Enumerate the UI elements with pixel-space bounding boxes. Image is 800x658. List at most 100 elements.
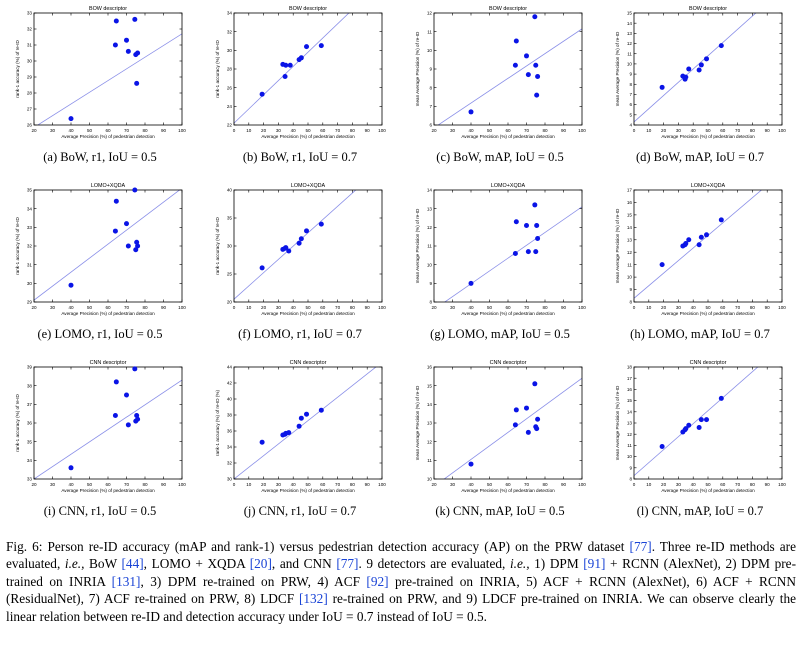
y-tick-label: 9 <box>629 287 632 292</box>
y-tick-label: 36 <box>27 421 33 426</box>
x-tick-label: 100 <box>578 482 586 487</box>
x-tick-label: 70 <box>735 482 741 487</box>
data-point <box>112 413 118 419</box>
y-axis-label: mean Average Precision (%) of re-ID <box>415 385 420 460</box>
x-tick-label: 70 <box>124 128 130 133</box>
subfigure-caption: (l) CNN, mAP, IoU = 0.7 <box>636 504 764 518</box>
y-tick-label: 15 <box>627 11 633 16</box>
y-tick-label: 16 <box>627 387 633 392</box>
data-point <box>524 405 529 411</box>
plot-frame <box>33 366 183 480</box>
citation-link[interactable]: [77] <box>336 556 359 572</box>
x-tick-label: 50 <box>87 128 93 133</box>
x-tick-label: 100 <box>378 482 386 487</box>
citation-link[interactable]: [44] <box>121 556 144 572</box>
x-tick-label: 90 <box>365 305 371 310</box>
chart-title: LOMO+XQDA <box>691 183 726 189</box>
fit-line <box>234 190 357 300</box>
data-point <box>134 80 140 86</box>
x-tick-label: 80 <box>542 482 548 487</box>
data-point <box>686 66 692 72</box>
fit-line <box>437 28 582 125</box>
data-point <box>704 232 710 238</box>
data-point <box>696 242 702 248</box>
y-tick-label: 11 <box>627 443 632 448</box>
y-tick-label: 8 <box>629 477 632 482</box>
data-point <box>304 44 310 50</box>
subfigure-caption: (h) LOMO, mAP, IoU = 0.7 <box>630 327 770 341</box>
x-tick-label: 30 <box>50 482 56 487</box>
caption-text: , and CNN <box>271 556 337 572</box>
data-point <box>68 282 74 288</box>
y-axis-label: rank-1 accuracy (%) of re-ID <box>15 39 20 97</box>
y-tick-label: 33 <box>27 225 33 230</box>
plot-frame <box>33 12 183 126</box>
y-axis-label: mean Average Precision (%) of re-ID <box>415 31 420 106</box>
chart-title: CNN descriptor <box>690 360 727 366</box>
fit-line <box>34 190 181 301</box>
y-tick-label: 15 <box>427 383 433 388</box>
data-point <box>704 417 710 423</box>
y-axis-label: mean Average Precision (%) of re-ID <box>615 385 620 460</box>
citation-link[interactable]: [91] <box>583 556 606 572</box>
scatter-plot-l: 0 10 20 30 40 50 60 70 80 90 100 8 9 10 11 12 13 14 15 16 17… <box>615 360 786 493</box>
x-tick-label: 30 <box>50 305 56 310</box>
x-tick-label: 20 <box>661 128 667 133</box>
x-tick-label: 100 <box>778 305 786 310</box>
y-tick-label: 18 <box>627 365 633 370</box>
data-point <box>533 249 539 255</box>
y-tick-label: 32 <box>227 461 233 466</box>
y-tick-label: 13 <box>427 421 433 426</box>
data-point <box>112 228 118 234</box>
y-tick-label: 30 <box>227 48 233 53</box>
citation-link[interactable]: [77] <box>629 539 652 554</box>
citation-link[interactable]: [132] <box>298 591 328 607</box>
x-tick-label: 100 <box>578 128 586 133</box>
x-tick-label: 80 <box>142 128 148 133</box>
x-tick-label: 60 <box>320 128 326 133</box>
chart-panel-g: 20 30 40 50 60 70 80 90 100 8 9 10 11 12 13 14 LOMO+XQDA… <box>400 177 600 353</box>
chart-panel-c: 20 30 40 50 60 70 80 90 100 6 7 8 9 10 11 12 BOW descrip… <box>400 0 600 176</box>
chart-title: BOW descriptor <box>689 6 727 12</box>
y-tick-label: 29 <box>27 75 33 80</box>
citation-link[interactable]: [20] <box>249 556 272 572</box>
x-tick-label: 80 <box>350 482 356 487</box>
subfigure-caption: (c) BoW, mAP, IoU = 0.5 <box>436 150 564 164</box>
x-tick-label: 90 <box>765 482 771 487</box>
fit-line <box>634 367 759 476</box>
x-tick-label: 70 <box>124 482 130 487</box>
citation-link[interactable]: [92] <box>366 573 389 589</box>
subfigure-caption: (k) CNN, mAP, IoU = 0.5 <box>435 504 565 518</box>
data-point <box>698 417 704 423</box>
fit-line <box>37 33 182 125</box>
data-point <box>125 422 131 428</box>
x-tick-label: 50 <box>705 305 711 310</box>
fit-line <box>234 367 377 479</box>
data-point <box>318 43 324 49</box>
y-tick-label: 14 <box>627 409 633 414</box>
x-tick-label: 60 <box>105 305 111 310</box>
scatter-plot-g: 20 30 40 50 60 70 80 90 100 8 9 10 11 12 13 14 LOMO+XQDA… <box>415 183 586 316</box>
citation-link[interactable]: [131] <box>111 573 141 589</box>
data-point <box>113 379 119 385</box>
data-point <box>124 392 129 398</box>
caption-text: i.e., <box>509 556 530 572</box>
y-tick-label: 38 <box>227 413 233 418</box>
caption-text: . Three re-ID methods are evaluated, <box>6 539 796 572</box>
y-tick-label: 35 <box>27 439 33 444</box>
data-point <box>112 42 118 48</box>
x-tick-label: 50 <box>487 128 493 133</box>
x-tick-label: 20 <box>431 305 437 310</box>
x-tick-label: 50 <box>487 305 493 310</box>
data-point <box>468 109 474 115</box>
y-tick-label: 14 <box>427 188 433 193</box>
data-point <box>532 381 538 387</box>
y-tick-label: 20 <box>227 300 233 305</box>
plot-frame <box>433 366 583 480</box>
x-tick-label: 40 <box>468 128 474 133</box>
fit-line <box>444 206 582 302</box>
chart-title: BOW descriptor <box>489 6 527 12</box>
data-point <box>296 240 302 246</box>
scatter-plot-h: 0 10 20 30 40 50 60 70 80 90 100 8 9 10 11 12 13 14 15 16 17… <box>615 183 786 316</box>
y-tick-label: 14 <box>627 21 633 26</box>
